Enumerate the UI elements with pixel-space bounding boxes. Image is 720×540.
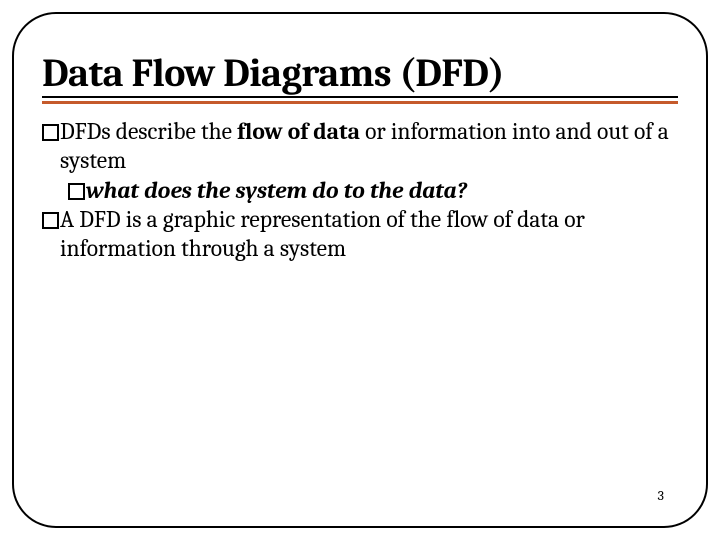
bullet-item-3: A DFD is a graphic representation of the… [42,206,678,263]
slide-frame: Data Flow Diagrams (DFD) DFDs describe t… [12,12,708,528]
body-content: DFDs describe the flow of data or inform… [42,118,678,263]
bullet-text: DFDs describe the flow of data or inform… [60,118,678,175]
title-block: Data Flow Diagrams (DFD) [42,52,678,104]
bullet-text: A DFD is a graphic representation of the… [60,206,678,263]
accent-underline [42,101,678,104]
square-bullet-icon [42,212,59,229]
square-bullet-icon [68,183,85,200]
square-bullet-icon [42,124,59,141]
page-number: 3 [658,487,664,504]
slide-title: Data Flow Diagrams (DFD) [42,52,678,98]
bullet-item-2: what does the system do to the data? [42,177,678,206]
bullet-text-emphasis: what does the system do to the data? [86,177,678,206]
text-segment: DFDs describe the [60,118,237,145]
text-bold-segment: flow of data [237,118,360,145]
bullet-item-1: DFDs describe the flow of data or inform… [42,118,678,175]
